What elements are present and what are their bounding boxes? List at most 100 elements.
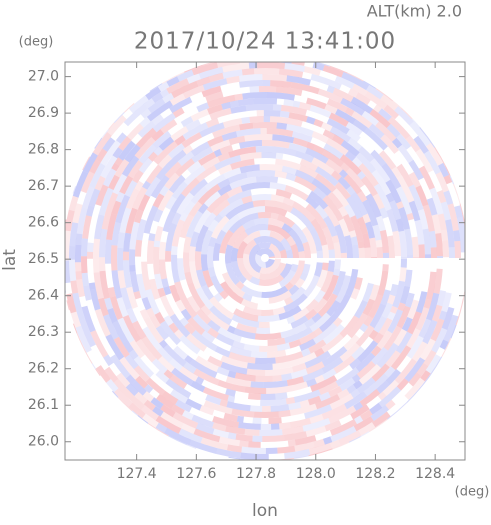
x-tick-label: 127.6 [176,466,216,482]
radar-cell [454,241,461,258]
y-tick-label: 26.5 [28,251,59,267]
radar-cell [258,212,272,219]
radar-cell [328,261,335,273]
radar-cell [259,86,276,92]
radar-cell [259,322,270,328]
radar-cell [261,442,274,448]
radar-cell [260,128,266,134]
radar-cell [259,230,270,236]
radar-cell [359,248,366,258]
radar-cell [382,264,389,271]
y-axis-label: lat [0,249,20,271]
radar-cell [249,116,263,123]
radar-cell [466,234,468,242]
radar-cell [262,406,271,412]
radar-cell [453,230,460,241]
x-tick-label: 127.4 [117,466,157,482]
radar-cell [262,435,284,442]
radar-cell [87,252,93,259]
radar-cell [253,418,262,425]
radar-cell [261,418,268,424]
radar-cell [443,257,449,258]
radar-cell [171,246,178,255]
radar-cell [352,245,359,258]
radar-cell [276,153,284,160]
radar-cell [273,104,282,111]
radar-cell [248,393,261,400]
radar-cell [261,56,268,62]
radar-cell [257,62,285,69]
radar-cell [195,251,202,270]
radar-cell [242,68,254,75]
radar-cell [76,271,83,280]
radar-cell [117,248,123,271]
radar-cell [129,249,135,265]
radar-cell [253,98,277,104]
radar-cell [165,251,171,262]
radar-cell [413,258,419,259]
radar-cell [377,247,384,258]
radar-cell [241,117,250,124]
y-unit: (deg) [19,35,54,50]
radar-cell [250,405,262,412]
radar-cell [461,252,467,258]
radar-cell [341,253,347,258]
y-tick-label: 27.0 [28,69,59,85]
radar-cell [254,68,280,75]
radar-cell [418,244,425,258]
radar-cell [255,358,276,365]
radar-cell [289,57,309,61]
radar-cell [251,351,268,358]
radar-cell [395,256,401,258]
radar-cell [254,158,276,165]
radar-cell [256,328,270,334]
radar-cell [371,257,377,258]
x-unit: (deg) [455,485,490,500]
radar-cell [129,265,136,272]
radar-cell [62,258,64,279]
radar-cell [189,246,196,261]
radar-cell [442,240,449,257]
radar-cell [276,123,287,130]
radar-cell [264,110,281,117]
radar-cell [249,86,259,93]
radar-cell [259,429,282,436]
radar-cell [466,242,468,258]
radar-cell [89,282,96,290]
radar-cell [266,448,278,454]
radar-cell [251,55,265,57]
radar-cell [407,255,413,258]
y-tick-label: 26.6 [28,215,59,231]
radar-cell [245,429,260,436]
radar-cell [311,253,317,258]
radar-cell [261,152,276,159]
radar-cell [255,376,273,382]
radar-cell [288,440,296,447]
radar-cell [449,247,455,258]
radar-cell [322,263,329,271]
radar-cell [280,111,290,118]
y-tick-label: 26.8 [28,142,59,158]
radar-cell [154,240,161,247]
radar-cell [271,423,280,430]
radar-cell [62,236,64,257]
radar-cell [239,440,249,447]
radar-cell [253,122,277,128]
radar-cell [261,309,274,316]
radar-cell [99,257,106,271]
radar-cell [273,375,283,382]
radar-cell [437,256,443,258]
radar-cell [261,424,272,430]
radar-cell [111,245,118,271]
radar-cell [334,259,341,269]
radar-cell [251,381,264,388]
radar-cell [237,416,244,423]
radar-cell [256,176,278,183]
radar-cell [81,238,88,256]
chart-title: 2017/10/24 13:41:00 [134,29,396,55]
radar-cell [105,239,112,263]
y-tick-label: 26.2 [28,361,59,377]
y-tick-label: 26.7 [28,178,59,194]
chart-subtitle: ALT(km) 2.0 [367,2,462,21]
